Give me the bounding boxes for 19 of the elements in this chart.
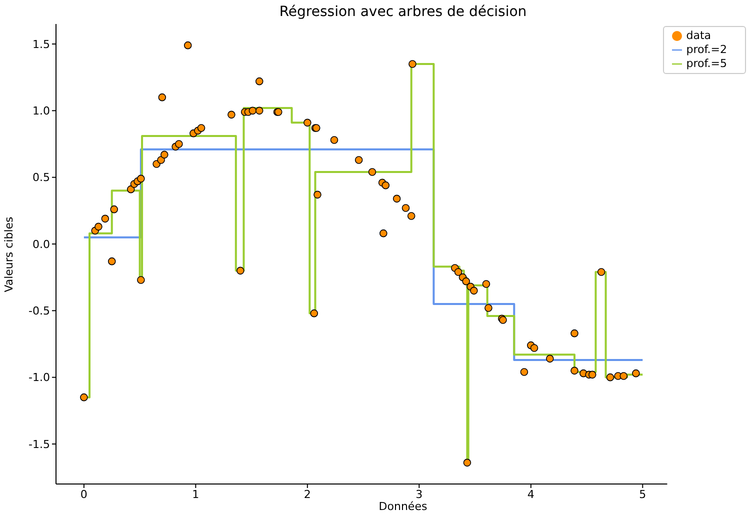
y-tick-label: 1.0 xyxy=(32,104,50,118)
x-axis-title: Données xyxy=(378,500,428,513)
legend-label: data xyxy=(686,29,711,42)
legend-label: prof.=2 xyxy=(686,43,727,56)
x-tick-label: 1 xyxy=(192,488,200,501)
y-tick-label: -1.0 xyxy=(28,371,50,384)
x-tick-label: 2 xyxy=(304,488,311,501)
x-tick-label: 4 xyxy=(527,488,534,501)
y-tick-label: -1.5 xyxy=(28,438,50,451)
y-tick-label: 0.5 xyxy=(32,171,50,184)
y-tick-label: -0.5 xyxy=(28,304,50,318)
chart-title: Régression avec arbres de décision xyxy=(278,4,528,20)
y-tick-label: 0.0 xyxy=(32,238,50,251)
x-tick-label: 0 xyxy=(80,488,88,501)
legend-label: prof.=5 xyxy=(686,57,727,70)
y-tick-label: 1.5 xyxy=(32,38,50,51)
x-tick-label: 3 xyxy=(416,488,423,501)
y-axis-title: Valeurs cibles xyxy=(2,216,16,292)
x-tick-label: 5 xyxy=(639,488,646,501)
